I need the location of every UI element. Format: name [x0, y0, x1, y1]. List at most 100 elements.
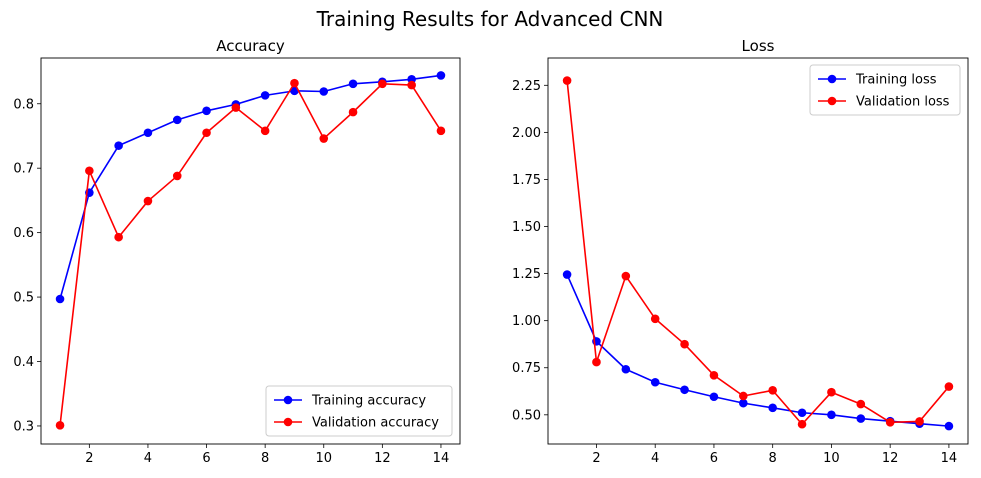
data-point: [143, 128, 153, 138]
data-point: [768, 386, 777, 395]
plot-frame: [547, 57, 969, 445]
plot-frame: [40, 57, 461, 445]
x-tick-label: 8: [769, 451, 777, 466]
data-point: [709, 370, 719, 380]
data-point: [319, 87, 329, 96]
y-tick-label: 1.50: [512, 220, 541, 235]
legend-label: Validation accuracy: [312, 416, 439, 431]
data-point: [260, 126, 270, 136]
data-point: [202, 106, 211, 116]
data-point: [436, 126, 446, 136]
x-tick-label: 10: [823, 451, 840, 466]
accuracy-chart: Accuracy 2 4 6 8 10 12 14 0.3 0.4 0.5 0.6 0.7 0.8 Trai…: [13, 37, 461, 466]
legend-label: Validation loss: [856, 95, 950, 110]
data-point: [680, 385, 689, 395]
data-point: [562, 270, 572, 279]
data-point: [680, 339, 689, 349]
data-point: [827, 387, 836, 397]
figure-title: Training Results for Advanced CNN: [316, 7, 664, 31]
data-point: [827, 410, 836, 420]
chart-title: Accuracy: [216, 37, 285, 55]
legend: Training accuracy Validation accuracy: [265, 385, 453, 437]
data-point: [856, 399, 866, 409]
y-tick-label: 2.00: [512, 126, 541, 141]
x-tick-label: 4: [144, 451, 152, 466]
data-point: [797, 408, 807, 418]
data-point: [650, 314, 660, 324]
y-tick-label: 1.00: [512, 314, 541, 329]
x-tick-label: 14: [941, 451, 958, 466]
legend-box: [265, 385, 453, 437]
data-point: [172, 171, 182, 181]
legend: Training loss Validation loss: [809, 64, 961, 116]
data-point: [562, 76, 572, 85]
data-point: [231, 103, 241, 112]
data-point: [797, 419, 807, 429]
x-tick-label: 8: [261, 451, 269, 466]
data-point: [172, 115, 182, 125]
x-tick-label: 4: [651, 451, 659, 466]
x-tick-label: 12: [374, 451, 391, 466]
data-point: [739, 398, 748, 408]
data-point: [592, 357, 601, 367]
y-tick-label: 0.3: [13, 419, 34, 434]
series-line-training-accuracy: [59, 74, 442, 300]
x-tick-label: 10: [315, 451, 332, 466]
loss-chart: Loss 2 4 6 8 10 12 14 0.50 0.75 1.00 1.25 1.50 1.75 2.…: [512, 37, 969, 466]
data-point: [143, 196, 153, 206]
data-point: [319, 134, 329, 143]
x-tick-label: 6: [202, 451, 210, 466]
x-tick-label: 2: [592, 451, 600, 466]
data-point: [202, 128, 211, 138]
data-point: [290, 78, 299, 88]
data-point: [944, 421, 954, 431]
data-point: [114, 141, 123, 150]
data-point: [85, 166, 94, 176]
y-tick-label: 1.25: [512, 267, 541, 282]
data-point: [407, 80, 416, 90]
y-tick-label: 0.4: [13, 355, 34, 370]
x-tick-label: 2: [85, 451, 93, 466]
series-line-training-loss: [566, 274, 949, 427]
chart-title: Loss: [742, 37, 775, 55]
y-tick-label: 1.75: [512, 173, 541, 188]
data-point: [348, 107, 358, 117]
x-tick-label: 14: [433, 451, 450, 466]
data-point: [436, 71, 446, 80]
data-point: [55, 421, 65, 430]
data-point: [621, 271, 631, 281]
data-point: [856, 414, 866, 423]
legend-marker: [283, 395, 293, 405]
data-point: [621, 364, 631, 374]
x-tick-label: 6: [710, 451, 718, 466]
data-point: [739, 391, 748, 401]
legend-label: Training accuracy: [311, 394, 426, 409]
legend-box: [809, 64, 961, 116]
y-tick-label: 0.6: [13, 226, 34, 241]
data-point: [915, 417, 924, 426]
y-tick-label: 0.50: [512, 408, 541, 423]
series-line-validation-loss: [566, 80, 950, 426]
y-tick-label: 0.7: [13, 162, 34, 177]
legend-label: Training loss: [855, 73, 937, 88]
y-tick-label: 0.75: [512, 361, 541, 376]
data-point: [650, 377, 660, 387]
y-tick-label: 0.8: [13, 97, 34, 112]
data-point: [348, 79, 358, 89]
series-line-validation-accuracy: [59, 82, 442, 426]
legend-marker: [283, 417, 293, 427]
legend-marker: [827, 96, 837, 106]
data-point: [885, 418, 895, 427]
y-tick-label: 0.5: [13, 291, 34, 306]
data-point: [378, 79, 387, 89]
y-tick-label: 2.25: [512, 79, 541, 94]
data-point: [260, 91, 270, 100]
data-point: [55, 294, 65, 304]
legend-marker: [827, 74, 837, 84]
data-point: [114, 232, 123, 242]
data-point: [944, 382, 954, 391]
data-point: [709, 392, 719, 402]
x-tick-label: 12: [882, 451, 899, 466]
data-point: [768, 403, 777, 413]
